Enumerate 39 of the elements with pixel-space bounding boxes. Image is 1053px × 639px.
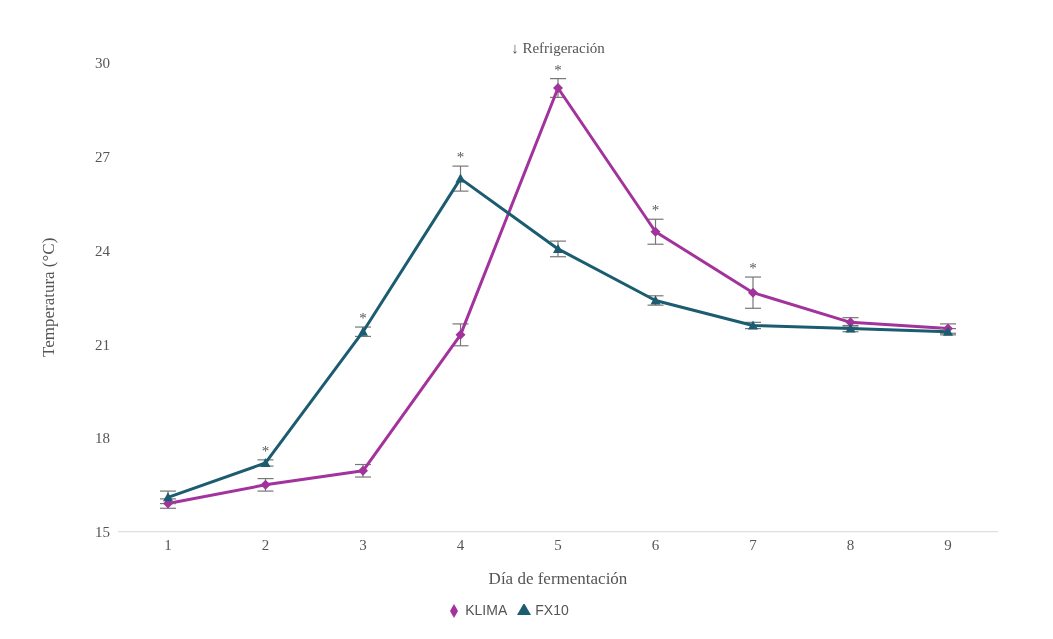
annotation: *	[456, 149, 465, 166]
point	[553, 83, 563, 93]
x-tick-label: 4	[456, 537, 465, 554]
x-tick-label: 1	[164, 537, 172, 554]
legend-label: FX10	[535, 601, 569, 618]
legend-label: KLIMA	[465, 601, 508, 618]
x-tick-label: 6	[651, 537, 660, 554]
x-tick-label: 3	[359, 537, 367, 554]
annotation: *	[554, 61, 562, 78]
annotation: *	[261, 442, 270, 459]
annotation: ↓ Refrigeración	[511, 39, 606, 56]
x-tick-label: 2	[261, 537, 270, 554]
annotation: *	[749, 260, 757, 277]
point	[260, 457, 271, 467]
point	[748, 320, 758, 330]
x-tick-label: 7	[749, 537, 758, 554]
y-tick-label: 15	[95, 524, 110, 541]
point	[455, 329, 466, 340]
point	[260, 479, 271, 490]
y-axis-title: Temperatura (°C)	[39, 237, 59, 358]
point	[358, 326, 368, 336]
point	[358, 465, 368, 476]
point	[845, 323, 856, 333]
point	[553, 243, 563, 253]
point	[650, 226, 661, 237]
point	[748, 287, 758, 298]
point	[163, 492, 173, 502]
x-axis-title: Día de fermentación	[488, 568, 628, 588]
y-tick-label: 24	[95, 242, 111, 259]
x-tick-label: 5	[554, 537, 562, 554]
y-tick-label: 18	[95, 430, 110, 447]
annotation: *	[359, 310, 367, 327]
x-tick-label: 9	[944, 537, 952, 554]
y-tick-label: 30	[95, 55, 110, 72]
x-tick-label: 8	[846, 537, 855, 554]
point	[650, 295, 661, 305]
y-tick-label: 27	[95, 149, 111, 166]
y-tick-label: 21	[95, 336, 110, 353]
annotation: *	[651, 202, 660, 219]
